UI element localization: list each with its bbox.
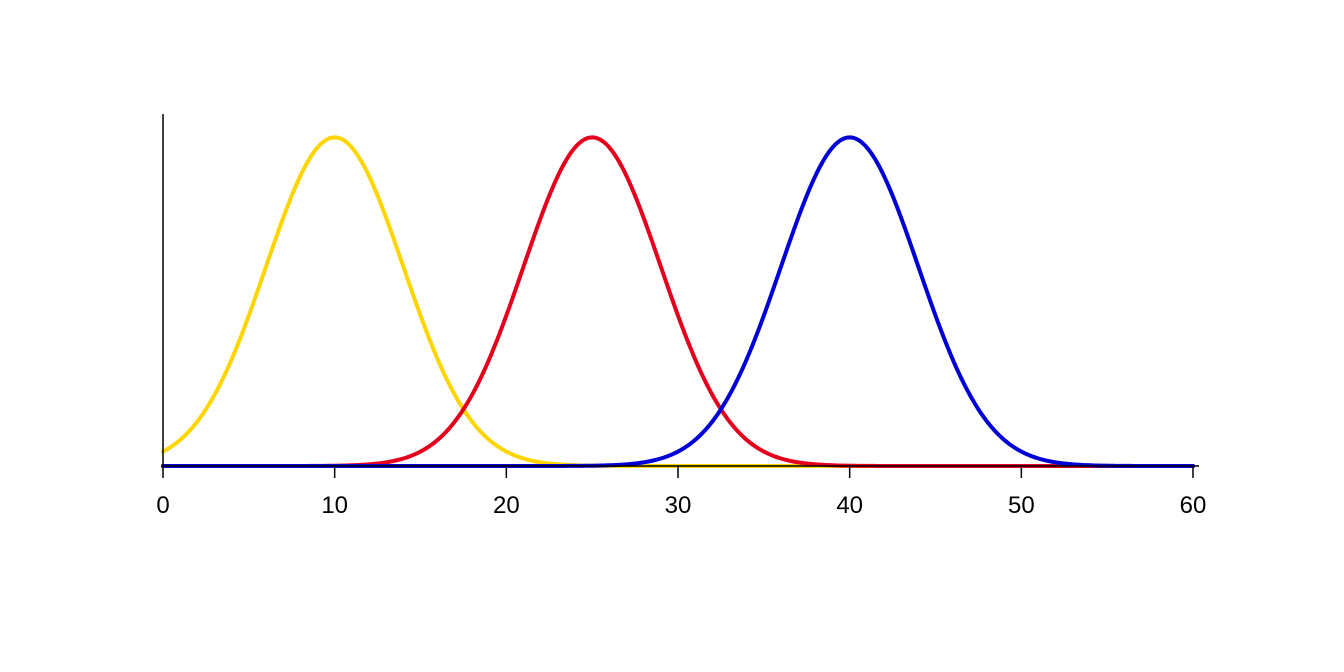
density-chart: 0 10 20 30 40 50 60 — [0, 0, 1344, 672]
x-tick-label: 20 — [493, 492, 520, 519]
x-tick-label: 30 — [665, 492, 692, 519]
x-tick-label: 60 — [1180, 492, 1207, 519]
curve-yellow — [163, 137, 1193, 466]
x-tick-label: 10 — [321, 492, 348, 519]
curve-blue — [163, 137, 1193, 466]
x-tick-label: 50 — [1008, 492, 1035, 519]
x-tick-label: 0 — [156, 492, 169, 519]
chart-svg: 0 10 20 30 40 50 60 — [0, 0, 1344, 672]
curve-red — [163, 137, 1193, 466]
x-tick-label: 40 — [836, 492, 863, 519]
